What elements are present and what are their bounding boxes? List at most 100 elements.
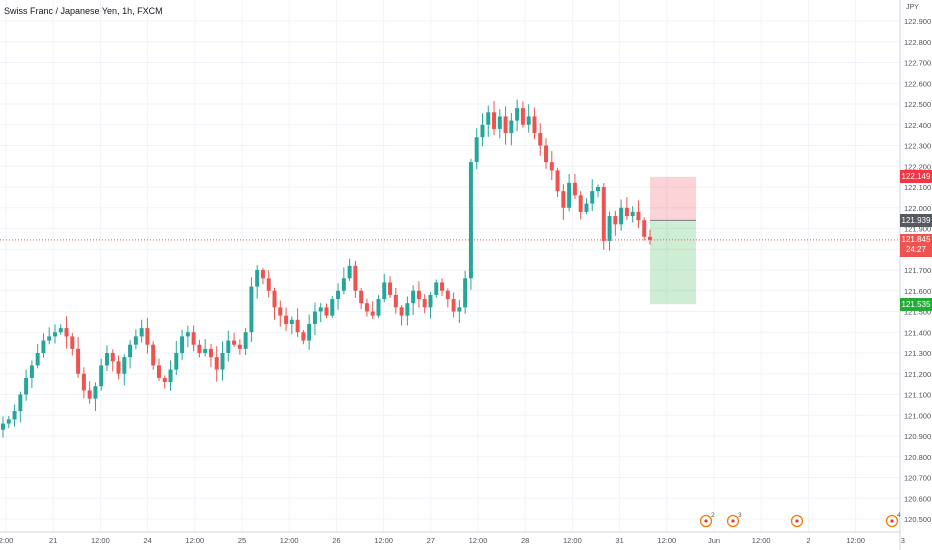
x-tick-label: 2:00: [0, 536, 13, 545]
candle-body: [388, 282, 393, 295]
candle-body: [359, 290, 364, 304]
current-price-label: 121.845 24:27: [900, 233, 932, 257]
grid: [0, 0, 904, 532]
axis-unit: JPY: [906, 4, 919, 11]
candle-body: [561, 191, 566, 208]
candle-body: [532, 116, 537, 134]
event-marker-dot: [795, 519, 799, 523]
y-tick-label: 122.700: [904, 59, 931, 68]
candle-body: [220, 353, 225, 370]
x-tick-label: 25: [238, 536, 246, 545]
candle-body: [399, 307, 404, 316]
y-tick-label: 122.200: [904, 162, 931, 171]
candle-body: [24, 377, 29, 395]
event-marker-dot: [731, 519, 735, 523]
y-tick-label: 120.900: [904, 432, 931, 441]
candle-body: [295, 319, 300, 333]
candle-body: [636, 211, 641, 221]
candle-body: [110, 353, 115, 362]
x-tick-label: 12:00: [280, 536, 299, 545]
candle-body: [87, 390, 92, 399]
candle-body: [428, 294, 433, 308]
candle-body: [520, 108, 525, 125]
price-axis: 122.900 122.800 122.700 122.600 122.500 122.4…: [899, 0, 931, 550]
candle-body: [376, 299, 381, 316]
candle-body: [203, 348, 208, 353]
candle-body: [596, 187, 601, 192]
candle-body: [214, 357, 219, 370]
y-tick-label: 121.300: [904, 349, 931, 358]
candle-body: [619, 207, 624, 225]
x-tick-label: 21: [49, 536, 57, 545]
candle-body: [162, 377, 167, 383]
candle-body: [260, 270, 265, 279]
candle-body: [47, 336, 52, 341]
candle-body: [648, 236, 652, 240]
current-price-value: 121.845: [901, 234, 931, 244]
candle-body: [393, 294, 398, 308]
stop-zone: [650, 176, 696, 221]
candle-body: [116, 361, 121, 374]
candle-body: [284, 315, 289, 324]
candle-body: [133, 336, 138, 345]
candle-body: [480, 124, 485, 138]
candle-body: [324, 307, 329, 316]
y-tick-label: 120.500: [904, 515, 931, 524]
y-tick-label: 120.700: [904, 474, 931, 483]
candle-body: [492, 112, 497, 129]
candle-body: [41, 340, 46, 353]
candle-body: [584, 203, 589, 212]
candle-body: [232, 340, 237, 345]
candle-body: [185, 332, 190, 337]
candle-body: [307, 323, 312, 341]
candle-body: [174, 353, 179, 370]
y-tick-label: 122.900: [904, 17, 931, 26]
x-tick-label: 31: [615, 536, 623, 545]
candle-body: [416, 290, 421, 300]
x-tick-label: Jun: [708, 536, 720, 545]
candles: [1, 99, 652, 438]
event-markers: 2 3 4: [699, 512, 901, 528]
candle-body: [422, 299, 427, 308]
candle-body: [544, 145, 549, 163]
target-zone: [650, 220, 696, 305]
candle-body: [330, 299, 335, 316]
x-tick-label: 3: [901, 536, 905, 545]
candle-body: [440, 282, 445, 291]
candle-body: [266, 278, 271, 291]
candle-body: [197, 344, 202, 353]
stop-loss-price-label: 122.149: [900, 170, 932, 184]
candle-body: [289, 319, 294, 324]
candle-body: [572, 182, 577, 196]
event-marker-dot: [704, 519, 708, 523]
candle-body: [249, 286, 254, 333]
event-count: 3: [738, 512, 742, 519]
y-tick-label: 122.100: [904, 183, 931, 192]
y-tick-label: 120.600: [904, 494, 931, 503]
candle-body: [549, 162, 554, 171]
candle-body: [76, 348, 81, 374]
candle-body: [145, 328, 150, 345]
candle-body: [208, 348, 213, 358]
candle-body: [243, 332, 248, 349]
candle-body: [353, 265, 358, 291]
x-tick-label: 12:00: [846, 536, 865, 545]
y-tick-label: 121.200: [904, 370, 931, 379]
event-count: 2: [711, 512, 715, 519]
candle-body: [486, 112, 491, 125]
candle-body: [278, 307, 283, 316]
candle-body: [336, 290, 341, 300]
candle-body: [272, 290, 277, 308]
candle-body: [463, 278, 468, 308]
candle-body: [180, 336, 185, 353]
candle-body: [503, 116, 508, 134]
x-tick-label: 12:00: [563, 536, 582, 545]
candle-body: [29, 365, 34, 378]
event-count: 4: [897, 512, 901, 519]
chart-title: Swiss Franc / Japanese Yen, 1h, FXCM: [4, 6, 163, 16]
candle-body: [58, 328, 63, 333]
candle-body: [613, 216, 618, 225]
y-tick-label: 121.400: [904, 328, 931, 337]
